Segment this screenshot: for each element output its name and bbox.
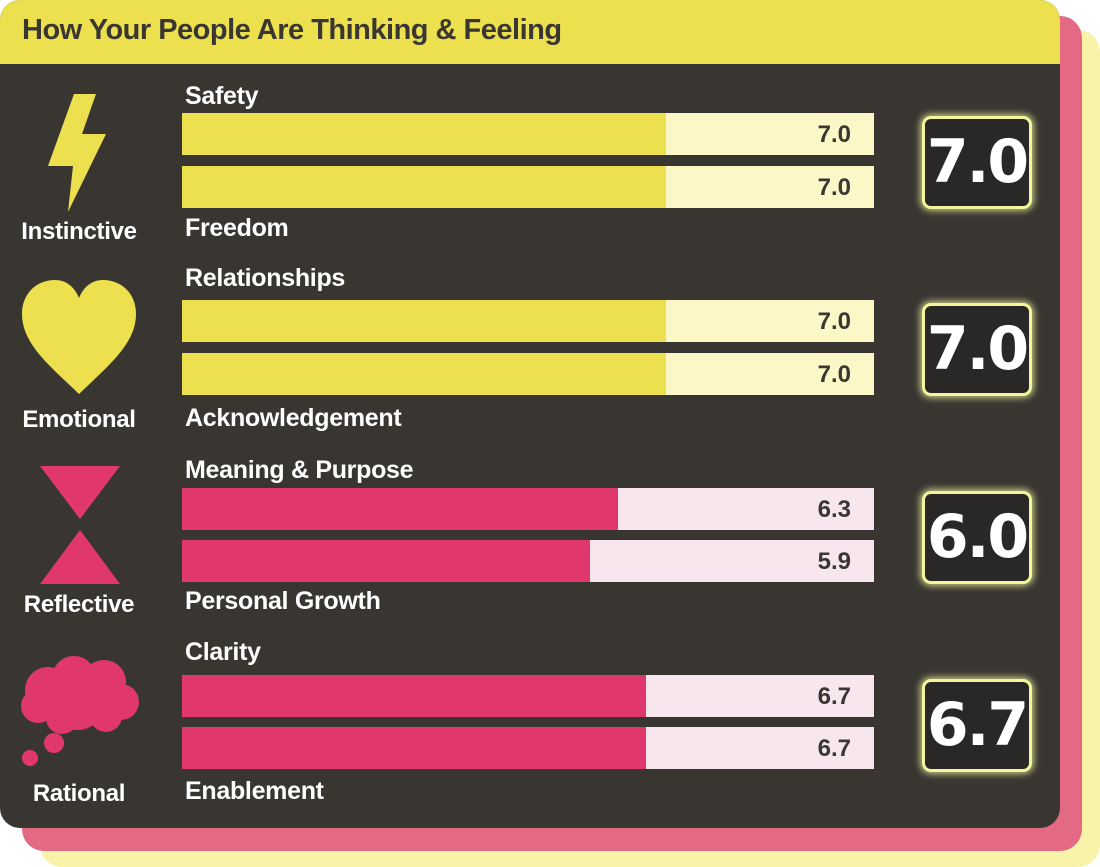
chart-title: How Your People Are Thinking & Feeling [22, 14, 562, 46]
bar-label-relationships: Relationships [185, 264, 346, 292]
bar-personal-growth [182, 540, 590, 582]
bar-track-freedom: 7.0 [182, 166, 874, 208]
bar-safety [182, 113, 666, 155]
hourglass-icon [40, 466, 120, 584]
score-emotional: 7.0 [922, 303, 1032, 396]
bar-value-clarity: 6.7 [817, 683, 851, 710]
score-reflective: 6.0 [922, 491, 1032, 584]
bar-value-enablement: 6.7 [817, 735, 851, 762]
thought-cloud-icon [21, 656, 139, 766]
header-bar: How Your People Are Thinking & Feeling [0, 0, 1060, 64]
category-label-emotional: Emotional [22, 406, 136, 433]
bar-track-clarity: 6.7 [182, 675, 874, 717]
lightning-icon [48, 94, 106, 212]
category-label-reflective: Reflective [23, 591, 135, 618]
bar-track-relationships: 7.0 [182, 300, 874, 342]
bar-track-personal-growth: 5.9 [182, 540, 874, 582]
bar-value-meaning-purpose: 6.3 [817, 496, 851, 523]
bar-value-acknowledgement: 7.0 [817, 361, 851, 388]
category-label-rational: Rational [32, 780, 126, 807]
score-instinctive: 7.0 [922, 116, 1032, 209]
bar-label-acknowledgement: Acknowledgement [185, 404, 402, 432]
bar-label-personal-growth: Personal Growth [185, 587, 381, 615]
score-rational: 6.7 [922, 679, 1032, 772]
category-label-instinctive: Instinctive [21, 218, 137, 245]
bar-clarity [182, 675, 646, 717]
bar-value-safety: 7.0 [817, 121, 851, 148]
bar-label-clarity: Clarity [185, 638, 261, 666]
chart-panel: How Your People Are Thinking & Feeling I… [0, 0, 1060, 828]
bar-value-personal-growth: 5.9 [817, 548, 851, 575]
bar-enablement [182, 727, 646, 769]
bar-value-relationships: 7.0 [817, 308, 851, 335]
bar-meaning-purpose [182, 488, 618, 530]
bar-label-freedom: Freedom [185, 214, 289, 242]
bar-track-meaning-purpose: 6.3 [182, 488, 874, 530]
bar-track-safety: 7.0 [182, 113, 874, 155]
heart-icon [22, 280, 136, 394]
bar-label-meaning-purpose: Meaning & Purpose [185, 456, 414, 484]
bar-relationships [182, 300, 666, 342]
bar-track-enablement: 6.7 [182, 727, 874, 769]
bar-label-enablement: Enablement [185, 777, 324, 805]
bar-label-safety: Safety [185, 82, 259, 110]
bar-track-acknowledgement: 7.0 [182, 353, 874, 395]
bar-acknowledgement [182, 353, 666, 395]
bar-freedom [182, 166, 666, 208]
bar-value-freedom: 7.0 [817, 174, 851, 201]
